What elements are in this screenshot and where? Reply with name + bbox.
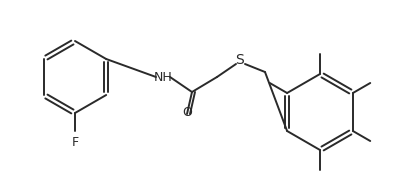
Text: NH: NH [154,71,172,84]
Text: O: O [182,106,192,119]
Text: S: S [236,53,244,67]
Text: F: F [72,136,79,149]
